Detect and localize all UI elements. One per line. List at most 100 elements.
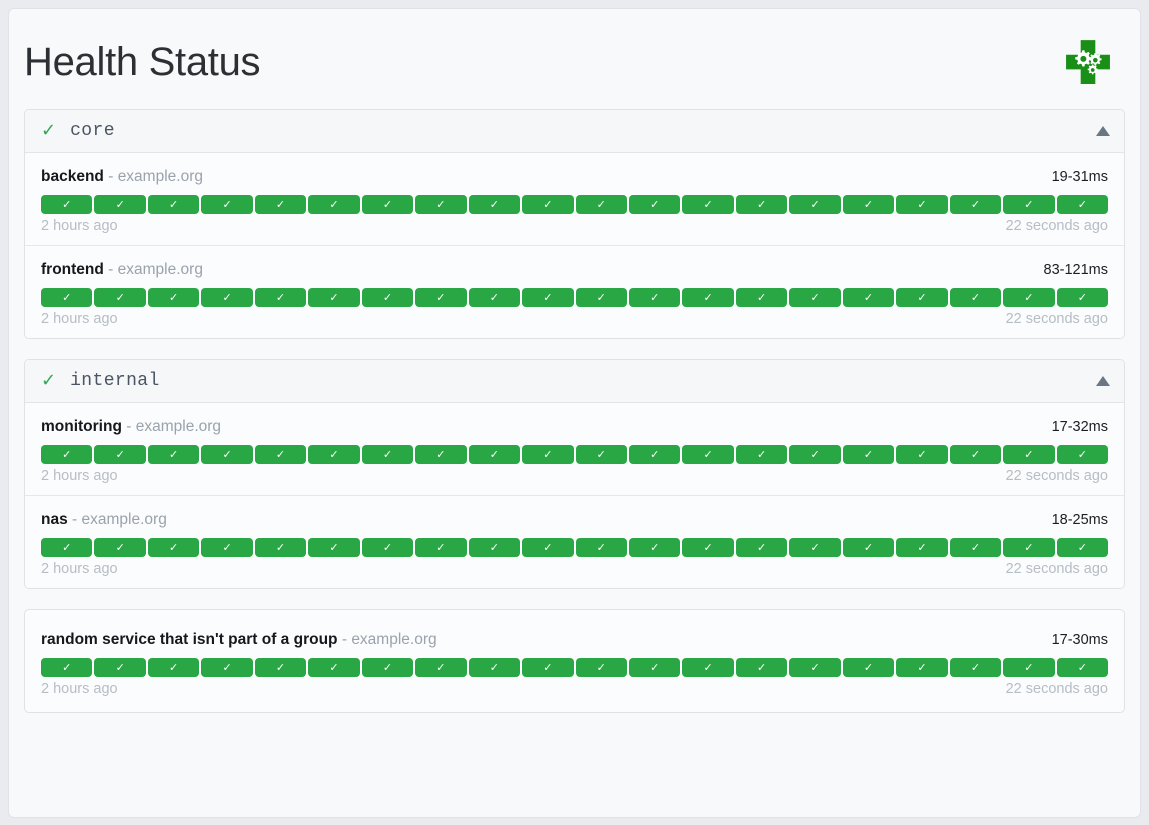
status-bar[interactable]: ✓: [682, 538, 734, 557]
status-bar[interactable]: ✓: [789, 288, 841, 307]
chevron-up-icon[interactable]: [1096, 126, 1110, 136]
status-bar[interactable]: ✓: [94, 195, 146, 214]
status-bar[interactable]: ✓: [949, 195, 1002, 214]
status-bar[interactable]: ✓: [254, 445, 307, 464]
status-bar[interactable]: ✓: [628, 445, 681, 464]
status-bar[interactable]: ✓: [735, 195, 788, 214]
status-bar[interactable]: ✓: [1003, 288, 1055, 307]
status-bar[interactable]: ✓: [789, 538, 841, 557]
status-bar[interactable]: ✓: [1056, 658, 1109, 677]
status-bar[interactable]: ✓: [1003, 538, 1055, 557]
status-bar[interactable]: ✓: [361, 658, 414, 677]
status-bar[interactable]: ✓: [522, 288, 574, 307]
group-header-internal[interactable]: ✓ internal: [25, 360, 1124, 403]
status-bar[interactable]: ✓: [896, 195, 948, 214]
status-bar[interactable]: ✓: [201, 288, 253, 307]
status-bar[interactable]: ✓: [735, 445, 788, 464]
status-bar[interactable]: ✓: [41, 658, 93, 677]
status-bar[interactable]: ✓: [949, 288, 1002, 307]
status-bar[interactable]: ✓: [1056, 445, 1109, 464]
status-bar[interactable]: ✓: [147, 658, 200, 677]
status-bar[interactable]: ✓: [682, 658, 734, 677]
status-bar[interactable]: ✓: [896, 445, 948, 464]
status-bar[interactable]: ✓: [468, 445, 521, 464]
status-bar[interactable]: ✓: [415, 658, 467, 677]
status-bar[interactable]: ✓: [628, 195, 681, 214]
status-bar[interactable]: ✓: [949, 538, 1002, 557]
status-bar[interactable]: ✓: [628, 288, 681, 307]
status-bar[interactable]: ✓: [789, 658, 841, 677]
status-bar[interactable]: ✓: [254, 658, 307, 677]
status-bar[interactable]: ✓: [735, 658, 788, 677]
status-bar[interactable]: ✓: [575, 538, 627, 557]
status-bar[interactable]: ✓: [522, 195, 574, 214]
status-bar[interactable]: ✓: [94, 658, 146, 677]
status-bar[interactable]: ✓: [949, 658, 1002, 677]
status-bar[interactable]: ✓: [308, 195, 360, 214]
status-bar[interactable]: ✓: [522, 658, 574, 677]
status-bar[interactable]: ✓: [41, 445, 93, 464]
status-bar[interactable]: ✓: [842, 195, 895, 214]
status-bar[interactable]: ✓: [41, 288, 93, 307]
status-bar[interactable]: ✓: [468, 538, 521, 557]
status-bar[interactable]: ✓: [682, 288, 734, 307]
status-bar[interactable]: ✓: [94, 445, 146, 464]
status-bar[interactable]: ✓: [147, 538, 200, 557]
status-bar[interactable]: ✓: [361, 288, 414, 307]
status-bar[interactable]: ✓: [896, 288, 948, 307]
status-bar[interactable]: ✓: [896, 658, 948, 677]
status-bar[interactable]: ✓: [1056, 538, 1109, 557]
status-bar[interactable]: ✓: [254, 288, 307, 307]
status-bar[interactable]: ✓: [628, 538, 681, 557]
status-bar[interactable]: ✓: [1056, 288, 1109, 307]
status-bar[interactable]: ✓: [361, 445, 414, 464]
status-bar[interactable]: ✓: [468, 288, 521, 307]
status-bar[interactable]: ✓: [308, 538, 360, 557]
status-bar[interactable]: ✓: [575, 658, 627, 677]
status-bar[interactable]: ✓: [682, 445, 734, 464]
status-bar[interactable]: ✓: [94, 288, 146, 307]
status-bar[interactable]: ✓: [468, 195, 521, 214]
status-bar[interactable]: ✓: [94, 538, 146, 557]
status-bar[interactable]: ✓: [682, 195, 734, 214]
group-header-core[interactable]: ✓ core: [25, 110, 1124, 153]
status-bar[interactable]: ✓: [789, 445, 841, 464]
status-bar[interactable]: ✓: [201, 445, 253, 464]
status-bar[interactable]: ✓: [415, 195, 467, 214]
status-bar[interactable]: ✓: [735, 288, 788, 307]
status-bar[interactable]: ✓: [735, 538, 788, 557]
status-bar[interactable]: ✓: [1003, 445, 1055, 464]
status-bar[interactable]: ✓: [789, 195, 841, 214]
status-bar[interactable]: ✓: [842, 658, 895, 677]
status-bar[interactable]: ✓: [949, 445, 1002, 464]
status-bar[interactable]: ✓: [896, 538, 948, 557]
status-bar[interactable]: ✓: [147, 445, 200, 464]
status-bar[interactable]: ✓: [415, 538, 467, 557]
status-bar[interactable]: ✓: [147, 288, 200, 307]
status-bar[interactable]: ✓: [1003, 195, 1055, 214]
status-bar[interactable]: ✓: [575, 288, 627, 307]
status-bar[interactable]: ✓: [361, 195, 414, 214]
status-bar[interactable]: ✓: [575, 445, 627, 464]
status-bar[interactable]: ✓: [628, 658, 681, 677]
chevron-up-icon[interactable]: [1096, 376, 1110, 386]
status-bar[interactable]: ✓: [41, 195, 93, 214]
status-bar[interactable]: ✓: [201, 658, 253, 677]
status-bar[interactable]: ✓: [254, 538, 307, 557]
status-bar[interactable]: ✓: [575, 195, 627, 214]
status-bar[interactable]: ✓: [41, 538, 93, 557]
status-bar[interactable]: ✓: [842, 445, 895, 464]
status-bar[interactable]: ✓: [147, 195, 200, 214]
status-bar[interactable]: ✓: [522, 445, 574, 464]
status-bar[interactable]: ✓: [415, 288, 467, 307]
status-bar[interactable]: ✓: [415, 445, 467, 464]
status-bar[interactable]: ✓: [201, 195, 253, 214]
status-bar[interactable]: ✓: [308, 658, 360, 677]
status-bar[interactable]: ✓: [842, 538, 895, 557]
status-bar[interactable]: ✓: [1056, 195, 1109, 214]
status-bar[interactable]: ✓: [1003, 658, 1055, 677]
status-bar[interactable]: ✓: [361, 538, 414, 557]
status-bar[interactable]: ✓: [522, 538, 574, 557]
status-bar[interactable]: ✓: [468, 658, 521, 677]
status-bar[interactable]: ✓: [308, 288, 360, 307]
